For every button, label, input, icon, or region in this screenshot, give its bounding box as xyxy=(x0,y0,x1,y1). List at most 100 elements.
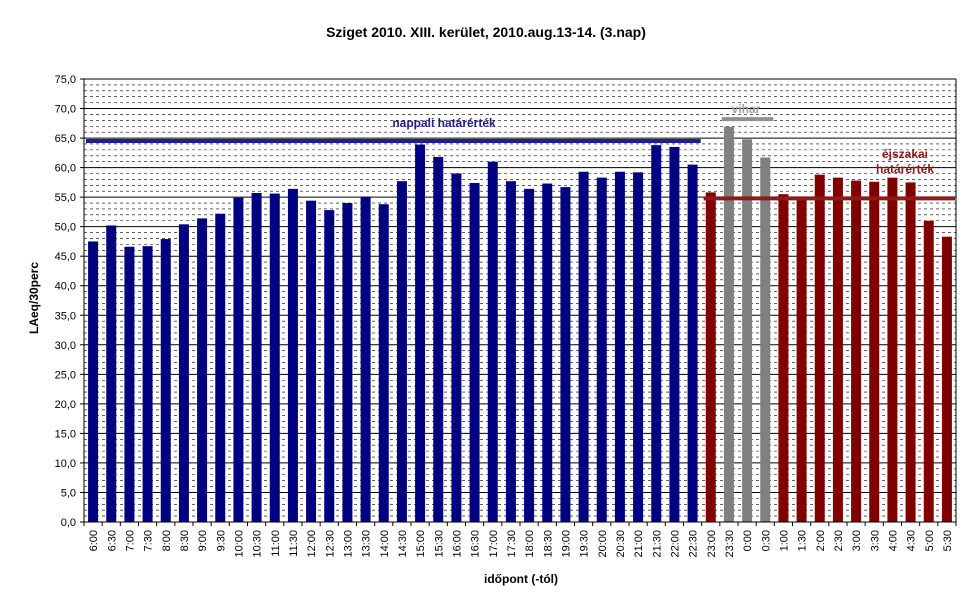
y-tick-label: 10,0 xyxy=(55,458,76,470)
bar-4-30 xyxy=(905,182,916,522)
x-tick-label: 10:30 xyxy=(252,530,264,558)
x-tick-label: 18:00 xyxy=(524,530,536,558)
reference-label-ejszakai-line1: éjszakai xyxy=(882,147,928,161)
x-axis-title: időpont (-tól) xyxy=(484,572,558,586)
y-tick-label: 25,0 xyxy=(55,369,76,381)
y-tick-label: 70,0 xyxy=(55,104,76,116)
bar-22-30 xyxy=(687,164,698,522)
x-tick-label: 9:00 xyxy=(197,530,209,551)
x-tick-label: 8:30 xyxy=(179,530,191,551)
x-tick-label: 2:30 xyxy=(833,530,845,551)
x-tick-label: 3:30 xyxy=(869,530,881,551)
x-tick-label: 12:30 xyxy=(324,530,336,558)
x-tick-label: 20:30 xyxy=(615,530,627,558)
bar-15-30 xyxy=(433,156,444,522)
bar-7-00 xyxy=(124,246,135,522)
bar-9-00 xyxy=(197,218,208,522)
y-tick-label: 65,0 xyxy=(55,133,76,145)
x-tick-label: 21:00 xyxy=(633,530,645,558)
x-tick-label: 19:30 xyxy=(579,530,591,558)
x-tick-label: 6:30 xyxy=(106,530,118,551)
x-tick-label: 5:00 xyxy=(924,530,936,551)
bar-10-30 xyxy=(251,192,262,523)
bar-13-00 xyxy=(342,203,353,523)
bar-19-00 xyxy=(560,187,571,523)
x-tick-label: 20:00 xyxy=(597,530,609,558)
x-tick-label: 11:00 xyxy=(270,530,282,557)
bar-16-30 xyxy=(469,182,480,522)
bar-23-30 xyxy=(723,126,734,523)
x-tick-label: 4:00 xyxy=(887,530,899,551)
y-tick-label: 20,0 xyxy=(55,399,76,411)
y-tick-label: 30,0 xyxy=(55,340,76,352)
axes xyxy=(80,78,957,526)
bar-20-00 xyxy=(596,177,607,522)
bar-1-00 xyxy=(778,194,789,522)
x-tick-label: 17:00 xyxy=(488,530,500,558)
bar-3-30 xyxy=(869,181,880,522)
x-tick-label: 0:00 xyxy=(742,530,754,551)
bar-5-00 xyxy=(923,220,934,522)
y-tick-labels: 0,0 5,0 10,0 15,0 20,0 25,0 30,0 35,0 40,0 45,0 50… xyxy=(55,74,76,529)
y-tick-label: 60,0 xyxy=(55,163,76,175)
bar-13-30 xyxy=(360,196,371,522)
bar-6-00 xyxy=(88,241,99,522)
x-tick-label: 16:30 xyxy=(470,530,482,558)
bar-11-30 xyxy=(287,188,298,522)
bar-2-00 xyxy=(814,174,825,523)
bar-18-00 xyxy=(524,188,535,522)
bar-7-30 xyxy=(142,246,153,522)
reference-label-vihar: vihar xyxy=(732,102,761,116)
x-tick-label: 1:30 xyxy=(797,530,809,551)
reference-label-ejszakai-line2: határérték xyxy=(876,162,934,176)
x-tick-labels: 6:00 6:30 7:00 7:30 8:00 8:30 9:00 9:30 10:00 10:… xyxy=(88,530,954,558)
y-tick-label: 5,0 xyxy=(61,487,76,499)
y-tick-label: 45,0 xyxy=(55,251,76,263)
x-tick-label: 15:30 xyxy=(433,530,445,558)
bar-16-00 xyxy=(451,173,462,523)
reference-label-nappali: nappali határérték xyxy=(392,116,496,130)
bar-12-00 xyxy=(306,200,317,522)
y-tick-label: 0,0 xyxy=(61,517,76,529)
y-tick-label: 50,0 xyxy=(55,222,76,234)
grid xyxy=(84,78,956,517)
bar-10-00 xyxy=(233,197,244,522)
x-tick-label: 23:00 xyxy=(706,530,718,558)
x-tick-label: 6:00 xyxy=(88,530,100,551)
bar-8-00 xyxy=(160,239,171,522)
x-tick-label: 12:00 xyxy=(306,530,318,558)
x-tick-label: 22:00 xyxy=(669,530,681,558)
x-tick-label: 4:30 xyxy=(906,530,918,551)
bar-15-00 xyxy=(415,144,426,522)
bar-0-30 xyxy=(760,157,771,523)
chart-title: Sziget 2010. XIII. kerület, 2010.aug.13-… xyxy=(326,24,646,40)
bar-2-30 xyxy=(832,177,843,522)
x-tick-label: 10:00 xyxy=(233,530,245,558)
x-tick-label: 14:30 xyxy=(397,530,409,558)
bar-19-30 xyxy=(578,171,589,522)
x-tick-label: 19:00 xyxy=(560,530,572,558)
reference-lines: nappali határérték vihar éjszakaihatárérté… xyxy=(86,102,955,201)
bar-17-00 xyxy=(487,161,498,522)
bar-14-30 xyxy=(396,181,407,522)
bar-20-30 xyxy=(614,171,625,522)
x-tick-label: 13:30 xyxy=(361,530,373,558)
y-tick-label: 35,0 xyxy=(55,310,76,322)
x-tick-label: 11:30 xyxy=(288,530,300,557)
x-tick-label: 7:30 xyxy=(143,530,155,551)
bar-18-30 xyxy=(542,183,553,522)
bar-6-30 xyxy=(106,225,117,522)
bar-21-00 xyxy=(633,172,644,523)
x-tick-label: 2:00 xyxy=(815,530,827,551)
x-tick-label: 5:30 xyxy=(942,530,954,551)
bar-21-30 xyxy=(651,145,662,522)
x-tick-label: 23:30 xyxy=(724,530,736,558)
bar-14-00 xyxy=(378,204,389,523)
bar-23-00 xyxy=(705,192,716,522)
y-tick-label: 55,0 xyxy=(55,192,76,204)
bar-22-00 xyxy=(669,146,680,522)
x-tick-label: 22:30 xyxy=(688,530,700,558)
bar-11-00 xyxy=(269,193,280,522)
y-tick-label: 40,0 xyxy=(55,281,76,293)
x-tick-label: 15:00 xyxy=(415,530,427,558)
